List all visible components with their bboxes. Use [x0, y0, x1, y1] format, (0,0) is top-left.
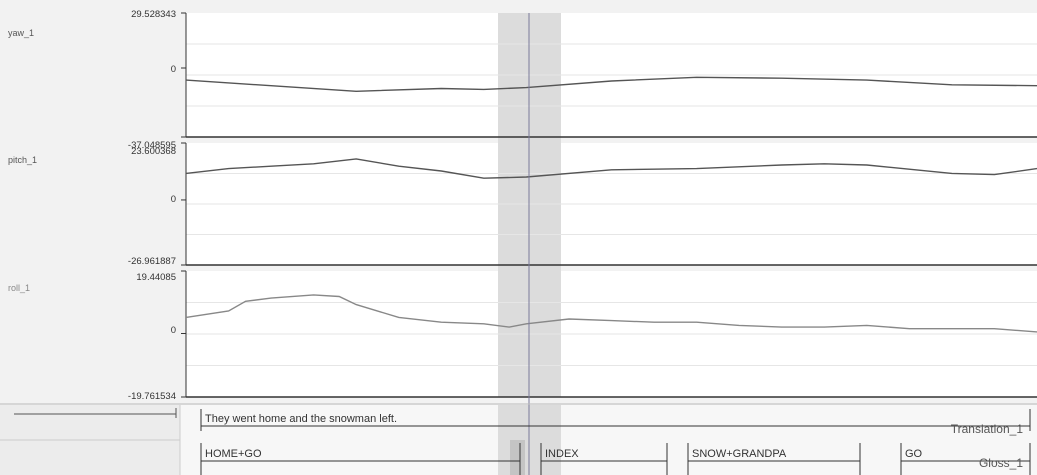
- roll-min-label: -19.761534: [127, 391, 176, 402]
- gloss-annotation-snow-grandpa[interactable]: SNOW+GRANDPA: [692, 448, 787, 460]
- track-name-roll: roll_1: [8, 283, 31, 293]
- yaw-zero-label: 0: [170, 64, 176, 75]
- yaw-min-label: -37.048595: [127, 140, 176, 151]
- track-name-yaw: yaw_1: [8, 28, 35, 38]
- tier-selection-inner: [510, 440, 525, 475]
- gloss-annotation-index[interactable]: INDEX: [545, 448, 579, 460]
- tier-row-gloss[interactable]: Gloss_1: [0, 440, 1037, 475]
- tier-area: Translation_1 Gloss_1 They went home and…: [0, 405, 1037, 475]
- roll-zero-label: 0: [170, 325, 176, 336]
- roll-series-line: [185, 294, 1037, 333]
- yaw-series-line: [185, 76, 1037, 93]
- timeseries-viewer: yaw_1 29.528343 0 -37.048595 pitch_1 23.…: [0, 9, 1037, 411]
- pitch-series-line: [185, 158, 1037, 179]
- tier-name-translation[interactable]: Translation_1: [950, 422, 1023, 436]
- tier-name-gloss[interactable]: Gloss_1: [978, 456, 1023, 470]
- translation-annotation[interactable]: They went home and the snowman left.: [205, 413, 397, 425]
- tier-row-translation[interactable]: Translation_1: [0, 405, 1037, 440]
- track-name-pitch: pitch_1: [8, 155, 38, 165]
- tier-lines: [0, 405, 1031, 475]
- pitch-zero-label: 0: [170, 194, 176, 205]
- roll-max-label: 19.44085: [136, 272, 176, 283]
- pitch-min-label: -26.961887: [127, 256, 176, 267]
- pitch-max-label: 23.600368: [131, 146, 176, 157]
- yaw-max-label: 29.528343: [131, 9, 176, 20]
- gloss-annotation-go[interactable]: GO: [905, 448, 923, 460]
- timeseries-tracks: [0, 12, 1037, 405]
- gloss-annotation-home-go[interactable]: HOME+GO: [205, 448, 262, 460]
